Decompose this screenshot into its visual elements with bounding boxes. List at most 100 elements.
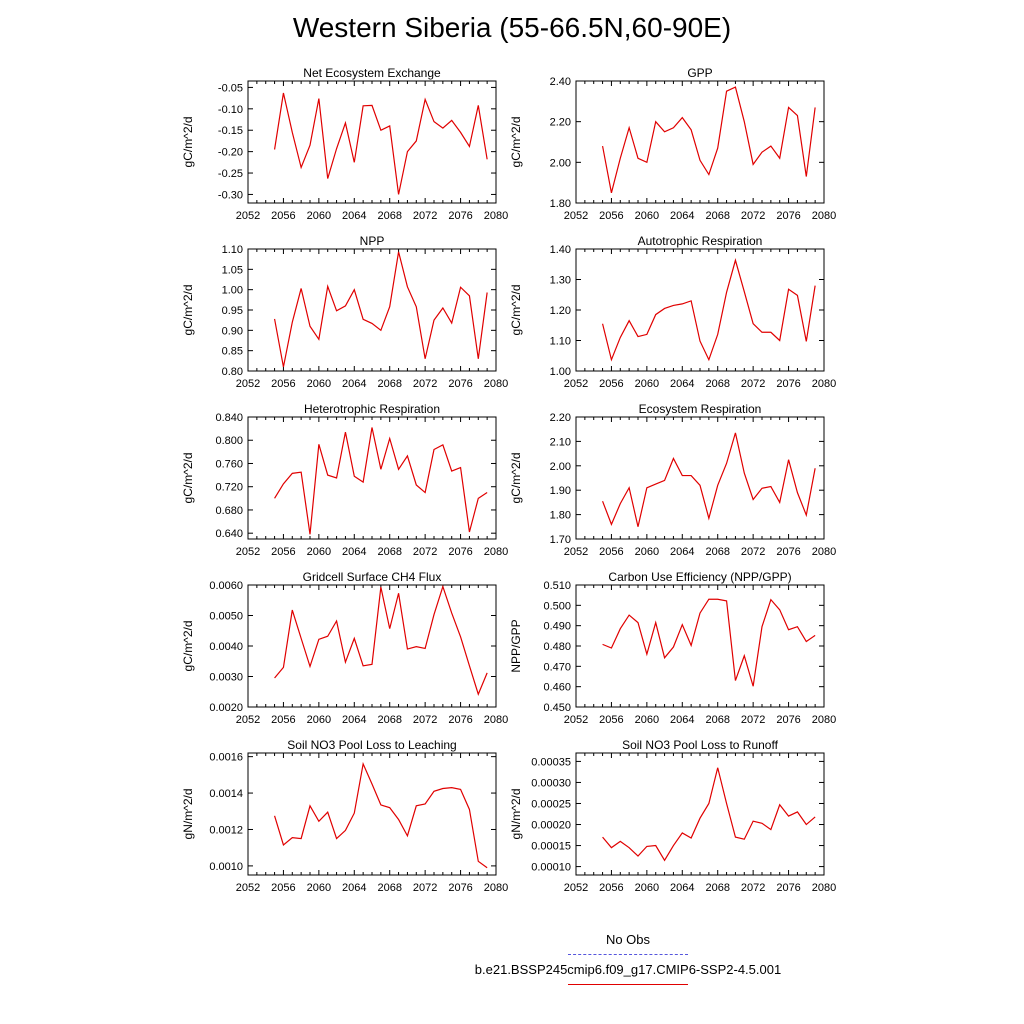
y-axis-label: gC/m^2/d [181, 117, 195, 168]
y-tick-label: 1.10 [550, 336, 571, 348]
y-tick-label: 0.800 [215, 435, 243, 447]
y-tick-label: 1.90 [550, 485, 571, 497]
y-tick-label: 2.10 [550, 436, 571, 448]
legend-obs-label: No Obs [605, 932, 651, 947]
series-line [602, 432, 816, 527]
x-tick-label: 2076 [776, 882, 800, 894]
x-tick-label: 2080 [812, 546, 836, 558]
x-tick-label: 2052 [236, 546, 260, 558]
x-tick-label: 2068 [377, 546, 401, 558]
x-tick-label: 2064 [342, 882, 366, 894]
y-tick-label: 1.05 [222, 264, 243, 276]
y-tick-label: 1.80 [550, 510, 571, 522]
x-tick-label: 2076 [776, 714, 800, 726]
panel-title: Heterotrophic Respiration [304, 402, 440, 416]
x-tick-label: 2072 [741, 378, 765, 390]
chart-panel-0: Net Ecosystem Exchange gC/m^2/d 2052 2056 20… [181, 66, 508, 222]
panel-title: Net Ecosystem Exchange [303, 66, 441, 80]
series-line [601, 258, 816, 362]
x-tick-label: 2080 [812, 714, 836, 726]
y-tick-label: 0.00015 [531, 841, 571, 853]
x-tick-label: 2076 [448, 378, 472, 390]
x-tick-label: 2064 [342, 210, 366, 222]
y-tick-label: 1.70 [550, 534, 571, 546]
y-tick-label: 2.20 [550, 117, 571, 129]
y-tick-label: 0.00030 [531, 777, 571, 789]
x-tick-label: 2060 [307, 210, 331, 222]
x-tick-label: 2068 [377, 210, 401, 222]
x-tick-label: 2072 [413, 210, 437, 222]
x-tick-label: 2080 [484, 378, 508, 390]
panel-title: Soil NO3 Pool Loss to Runoff [622, 738, 779, 752]
x-tick-label: 2064 [670, 882, 694, 894]
x-tick-label: 2052 [564, 210, 588, 222]
y-tick-label: 0.0010 [209, 861, 243, 873]
x-tick-label: 2068 [705, 210, 729, 222]
y-tick-label: -0.15 [218, 125, 243, 137]
y-tick-label: 0.500 [543, 600, 571, 612]
y-axis-label: gC/m^2/d [181, 285, 195, 336]
x-tick-label: 2060 [307, 378, 331, 390]
page-title: Western Siberia (55-66.5N,60-90E) [292, 12, 732, 43]
x-tick-label: 2052 [236, 714, 260, 726]
y-tick-label: 0.0030 [209, 672, 243, 684]
y-tick-label: 2.20 [550, 412, 571, 424]
x-tick-label: 2068 [705, 714, 729, 726]
y-tick-label: 0.840 [215, 412, 243, 424]
legend-run-line [568, 984, 688, 985]
y-tick-label: 1.00 [550, 366, 571, 378]
y-axis-label: NPP/GPP [509, 619, 523, 672]
x-tick-label: 2052 [564, 882, 588, 894]
y-tick-label: 1.20 [550, 305, 571, 317]
x-tick-label: 2060 [635, 378, 659, 390]
x-tick-label: 2060 [635, 714, 659, 726]
x-tick-label: 2056 [599, 210, 623, 222]
y-tick-label: 0.00020 [531, 820, 571, 832]
x-tick-label: 2064 [670, 546, 694, 558]
y-axis-label: gC/m^2/d [509, 453, 523, 504]
x-tick-label: 2072 [413, 546, 437, 558]
series-line [274, 427, 488, 535]
chart-panel-1: GPP gC/m^2/d 2052 2056 2060 2064 2068 2072 2076 2… [509, 66, 836, 222]
x-tick-label: 2080 [812, 210, 836, 222]
x-tick-label: 2072 [413, 882, 437, 894]
x-tick-label: 2052 [236, 882, 260, 894]
x-tick-label: 2064 [342, 378, 366, 390]
x-tick-label: 2056 [271, 378, 295, 390]
series-line [601, 86, 816, 193]
y-tick-label: 0.490 [543, 621, 571, 633]
y-axis-label: gN/m^2/d [509, 789, 523, 840]
x-tick-label: 2068 [377, 378, 401, 390]
x-tick-label: 2056 [599, 378, 623, 390]
y-tick-label: 0.85 [222, 346, 243, 358]
y-tick-label: 0.0020 [209, 702, 243, 714]
x-tick-label: 2072 [741, 714, 765, 726]
x-tick-label: 2072 [413, 378, 437, 390]
x-tick-label: 2076 [776, 546, 800, 558]
x-tick-label: 2064 [670, 378, 694, 390]
series-line [274, 584, 488, 696]
x-tick-label: 2064 [342, 714, 366, 726]
x-tick-label: 2080 [812, 378, 836, 390]
series-line [273, 251, 488, 368]
y-tick-label: 0.470 [543, 661, 571, 673]
x-tick-label: 2080 [484, 210, 508, 222]
x-tick-label: 2080 [484, 546, 508, 558]
y-tick-label: -0.10 [218, 104, 243, 116]
y-tick-label: 2.40 [550, 76, 571, 88]
x-tick-label: 2076 [776, 378, 800, 390]
x-tick-label: 2060 [307, 882, 331, 894]
series-line [273, 92, 488, 195]
series-line [602, 598, 816, 687]
chart-panel-6: Gridcell Surface CH4 Flux gC/m^2/d 2052 205… [181, 570, 508, 726]
y-tick-label: 0.480 [543, 641, 571, 653]
x-tick-label: 2076 [448, 882, 472, 894]
x-tick-label: 2052 [564, 714, 588, 726]
y-tick-label: 0.0016 [209, 752, 243, 764]
x-tick-label: 2064 [342, 546, 366, 558]
y-tick-label: 0.510 [543, 580, 571, 592]
y-tick-label: 1.10 [222, 244, 243, 256]
x-tick-label: 2056 [599, 882, 623, 894]
x-tick-label: 2056 [271, 210, 295, 222]
